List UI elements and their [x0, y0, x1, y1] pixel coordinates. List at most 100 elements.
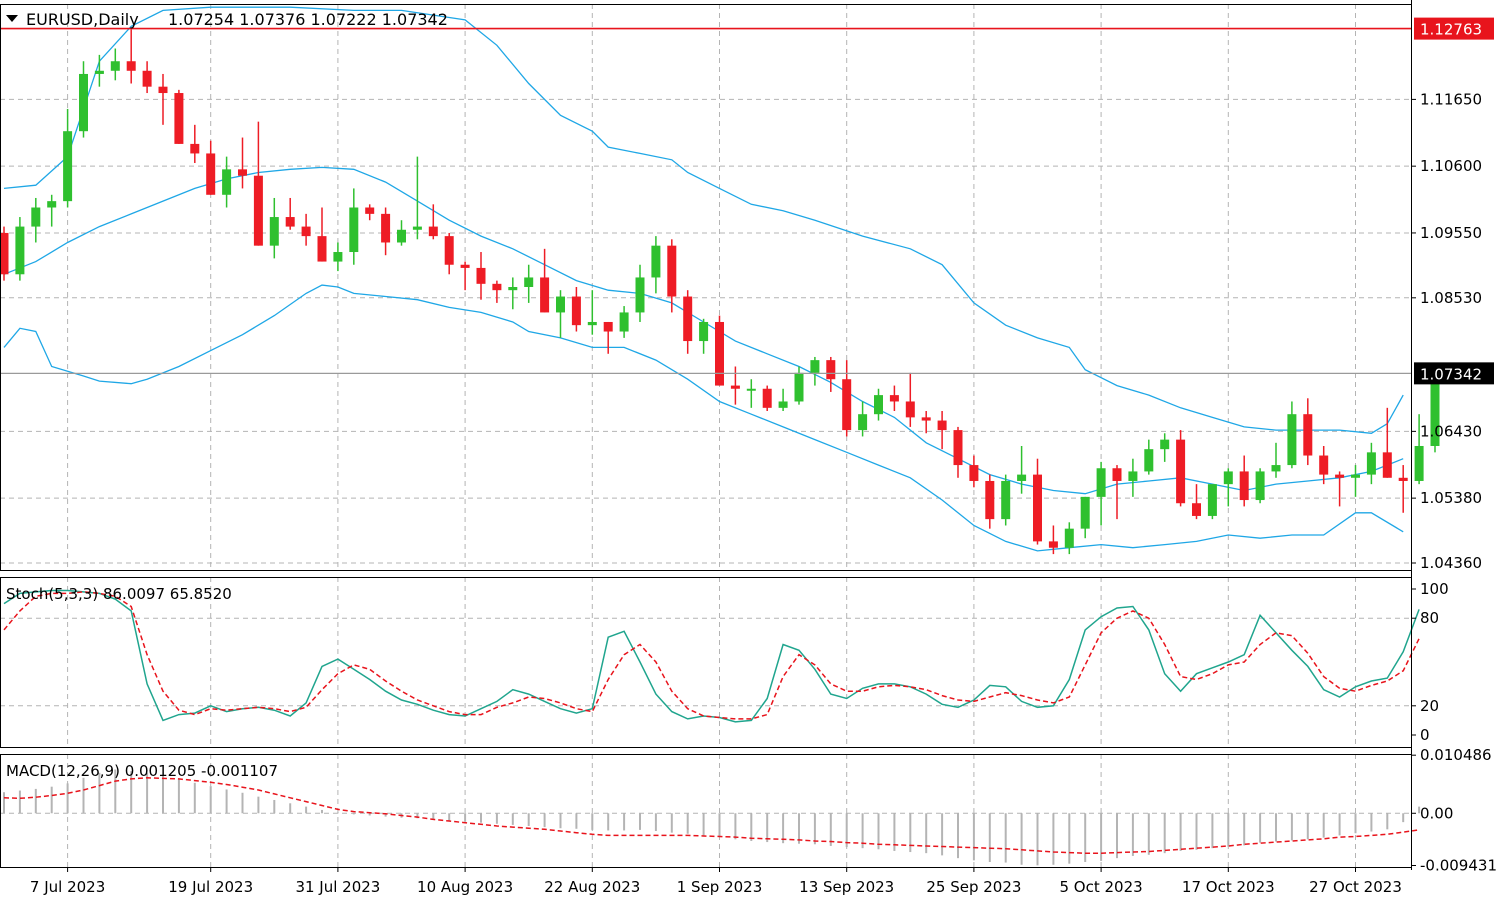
candle[interactable]: [969, 455, 979, 488]
candle[interactable]: [1207, 484, 1217, 520]
candle[interactable]: [1112, 465, 1122, 520]
candle[interactable]: [0, 226, 9, 281]
candle[interactable]: [683, 290, 693, 354]
candle[interactable]: [31, 197, 41, 243]
candle-body: [1096, 468, 1106, 497]
candle[interactable]: [1064, 522, 1074, 555]
candle-body: [651, 245, 661, 278]
candle-body: [556, 296, 565, 313]
candle[interactable]: [365, 204, 375, 221]
candle[interactable]: [921, 411, 931, 434]
candle[interactable]: [524, 264, 534, 303]
candle[interactable]: [476, 252, 486, 300]
horizontal-line-price-badge[interactable]: [1414, 17, 1494, 40]
candle-body: [222, 169, 232, 195]
candle[interactable]: [1096, 461, 1106, 526]
candle[interactable]: [47, 194, 57, 227]
candle[interactable]: [1351, 465, 1360, 497]
candle[interactable]: [874, 388, 883, 421]
candle[interactable]: [715, 315, 724, 386]
candle[interactable]: [1398, 465, 1408, 513]
candle[interactable]: [540, 248, 550, 313]
candle[interactable]: [905, 372, 915, 427]
candle[interactable]: [190, 124, 200, 163]
candle[interactable]: [174, 89, 184, 144]
candle[interactable]: [126, 29, 136, 84]
candle[interactable]: [746, 379, 756, 408]
candle[interactable]: [1033, 458, 1042, 545]
candlestick-series[interactable]: [0, 29, 1456, 555]
candle[interactable]: [63, 108, 73, 208]
candle[interactable]: [699, 318, 709, 354]
candle[interactable]: [953, 426, 963, 478]
candle-body: [937, 420, 947, 431]
candle[interactable]: [651, 236, 661, 294]
candle[interactable]: [238, 137, 247, 189]
candle[interactable]: [603, 321, 613, 354]
candle[interactable]: [619, 306, 629, 338]
candle[interactable]: [937, 411, 947, 450]
candle[interactable]: [428, 204, 438, 240]
candle[interactable]: [1303, 398, 1313, 466]
candle[interactable]: [269, 197, 279, 259]
candle[interactable]: [1335, 471, 1345, 507]
candle[interactable]: [635, 264, 645, 322]
candle-body: [905, 401, 915, 418]
candle[interactable]: [1255, 468, 1265, 504]
candle[interactable]: [985, 474, 995, 529]
candle[interactable]: [1192, 484, 1201, 520]
candle[interactable]: [206, 140, 216, 195]
candle[interactable]: [826, 356, 836, 392]
candle[interactable]: [762, 385, 772, 412]
candle[interactable]: [1001, 474, 1011, 526]
candle[interactable]: [397, 220, 406, 246]
candle[interactable]: [810, 356, 820, 386]
candle[interactable]: [317, 207, 327, 262]
candle[interactable]: [1176, 430, 1186, 507]
candle[interactable]: [333, 242, 343, 272]
candle[interactable]: [1128, 458, 1138, 497]
candle[interactable]: [1287, 401, 1297, 469]
candle[interactable]: [1223, 468, 1233, 507]
candle[interactable]: [1319, 445, 1329, 485]
candle[interactable]: [412, 156, 422, 240]
candle[interactable]: [285, 197, 295, 230]
candle[interactable]: [858, 401, 868, 437]
candle[interactable]: [222, 156, 232, 208]
candle[interactable]: [1366, 442, 1376, 485]
candle[interactable]: [1271, 442, 1281, 478]
candle[interactable]: [1017, 445, 1027, 494]
candle[interactable]: [110, 48, 120, 81]
candle[interactable]: [1382, 407, 1392, 478]
price-lines[interactable]: [0, 27, 1411, 375]
candle[interactable]: [778, 388, 788, 412]
candle-body: [571, 296, 581, 326]
candle[interactable]: [1160, 433, 1170, 462]
candle[interactable]: [253, 121, 263, 246]
candle[interactable]: [79, 61, 88, 138]
candle[interactable]: [1080, 496, 1090, 539]
dropdown-triangle-icon[interactable]: [6, 15, 18, 22]
candle[interactable]: [444, 232, 454, 275]
candle[interactable]: [1239, 455, 1249, 507]
candle[interactable]: [508, 277, 518, 310]
candle[interactable]: [587, 290, 597, 335]
candle[interactable]: [15, 217, 25, 281]
stoch-tick-label: 100: [1420, 580, 1449, 598]
candle[interactable]: [1414, 414, 1424, 485]
candle[interactable]: [571, 287, 581, 332]
candle[interactable]: [301, 213, 311, 246]
candle[interactable]: [556, 290, 565, 338]
candle[interactable]: [94, 54, 104, 87]
candle[interactable]: [142, 61, 152, 94]
candle[interactable]: [492, 280, 502, 303]
candle[interactable]: [381, 207, 391, 256]
candle[interactable]: [889, 385, 899, 412]
candle[interactable]: [1048, 525, 1058, 555]
candle[interactable]: [1144, 439, 1154, 475]
candle[interactable]: [460, 261, 470, 291]
candle[interactable]: [158, 73, 168, 125]
candle[interactable]: [667, 239, 677, 313]
candle[interactable]: [349, 188, 359, 265]
